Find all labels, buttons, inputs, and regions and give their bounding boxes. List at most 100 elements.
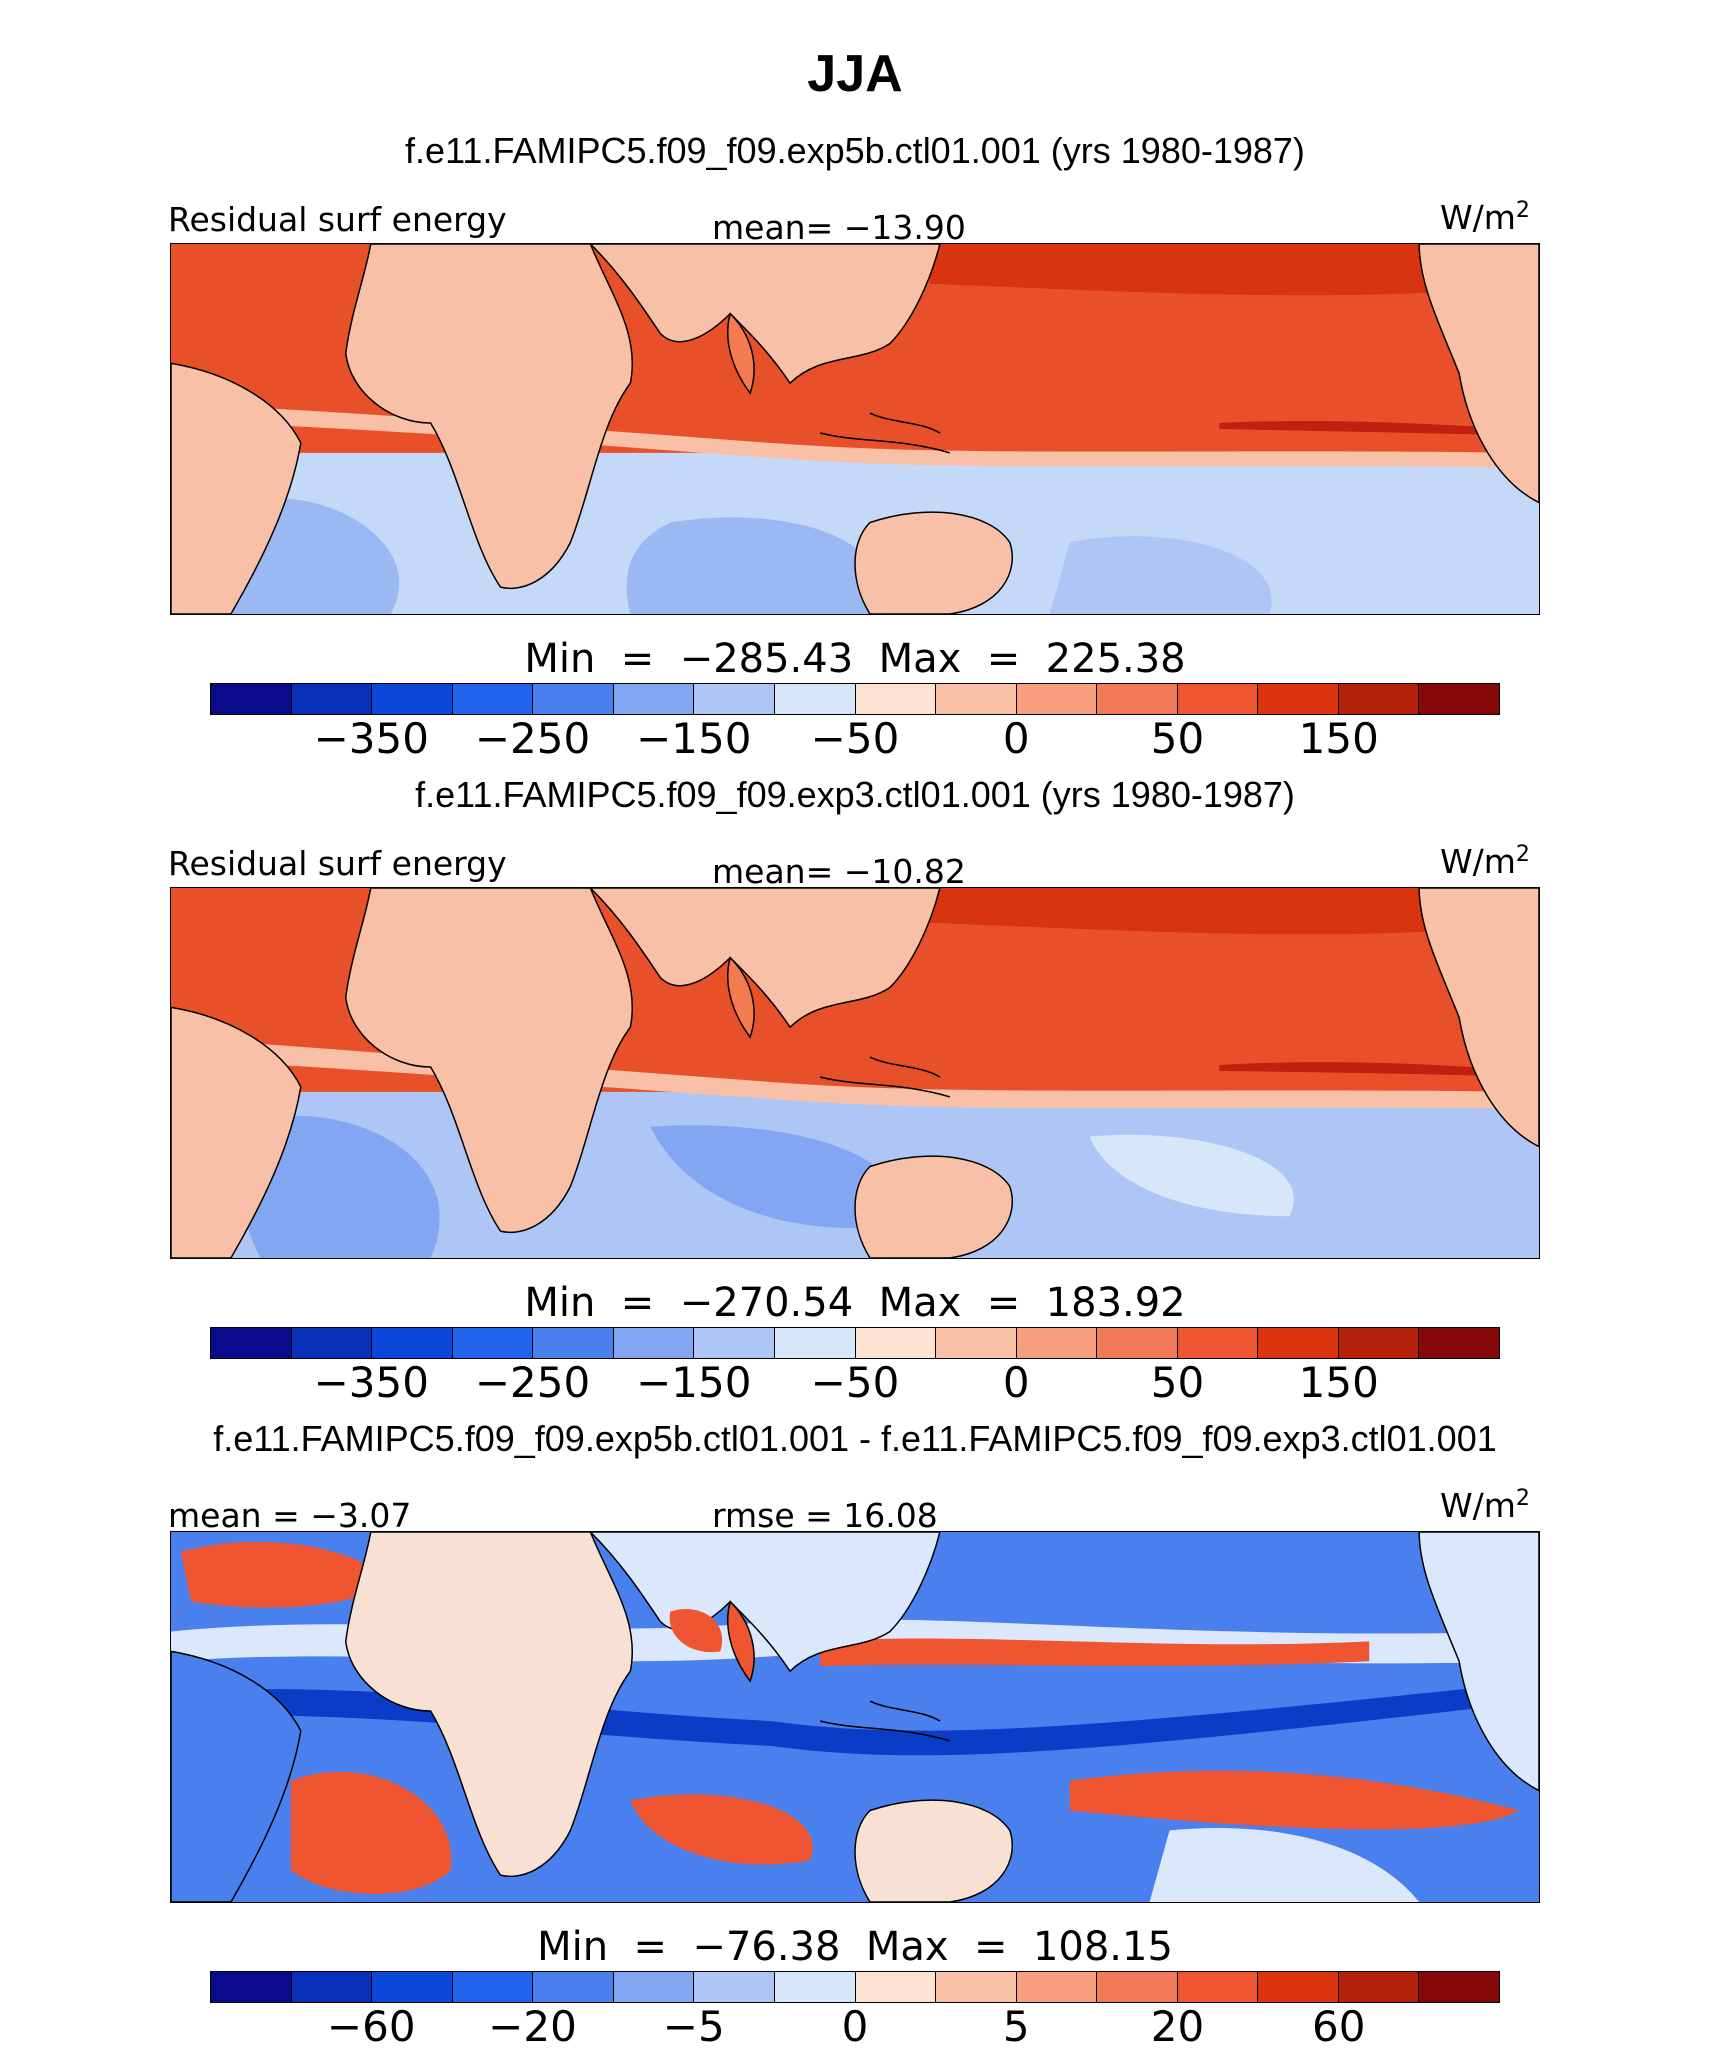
panel3-tick-label: 20 (1150, 2002, 1205, 2051)
panel3-colorbar-swatch-5 (613, 1972, 695, 2002)
panel3-south-indian-red (630, 1794, 813, 1865)
panel3-south-atlantic-red (290, 1771, 452, 1895)
panel3-light-patch-south (1149, 1827, 1420, 1902)
panel3-colorbar-swatch-8 (855, 1972, 937, 2002)
panel2-hot-pacific (929, 888, 1539, 935)
panel2-colorbar-swatch-0 (211, 1328, 292, 1358)
panel2-colorbar-swatch-4 (533, 1328, 614, 1358)
panel3-colorbar-ticks: −60 −20 −5 0 5 20 60 (0, 2002, 1710, 2052)
panel1-colorbar-swatch-5 (613, 684, 695, 714)
panel3-colorbar-swatch-12 (1177, 1972, 1259, 2002)
panel3-africa (344, 1532, 634, 1877)
panel2-mean-label: mean= −10.82 (712, 852, 966, 891)
panel1-colorbar-swatch-1 (291, 684, 373, 714)
panel3-mean-label: mean = −3.07 (168, 1496, 412, 1535)
panel2-tick-label: −150 (636, 1358, 752, 1407)
panel1-colorbar-swatch-0 (211, 684, 292, 714)
panel2-tick-label: 0 (1002, 1358, 1030, 1407)
panel3-india (727, 1600, 755, 1683)
panel1-tick-label: 150 (1298, 714, 1379, 763)
panel1-colorbar-swatch-3 (452, 684, 534, 714)
panel2-minmax: Min = −270.54 Max = 183.92 (524, 1280, 1186, 1326)
panel3-minmax: Min = −76.38 Max = 108.15 (537, 1924, 1173, 1970)
panel2-asia (589, 888, 941, 1029)
panel1-tick-label: −350 (313, 714, 429, 763)
panel2-colorbar-swatch-13 (1258, 1328, 1339, 1358)
panel2-south-america (171, 1006, 302, 1258)
panel1-colorbar-swatch-14 (1338, 684, 1420, 714)
panel3-south-america (171, 1650, 302, 1902)
panel3-arabian-sea-red (669, 1608, 723, 1653)
panel3-colorbar-swatch-9 (936, 1972, 1017, 2002)
panel1-colorbar-swatch-9 (936, 684, 1017, 714)
panel1-colorbar-swatch-12 (1177, 684, 1259, 714)
panel1-colorbar-swatch-10 (1016, 684, 1098, 714)
panel2-transition-band (171, 1037, 1539, 1109)
panel1-units-label: W/m2 (1440, 198, 1530, 237)
panel3-map (170, 1531, 1540, 1903)
panel3-case-title: f.e11.FAMIPC5.f09_f09.exp5b.ctl01.001 - … (213, 1418, 1497, 1459)
panel1-india (727, 312, 755, 395)
figure-title: JJA (807, 45, 903, 103)
panel2-tick-label: 150 (1298, 1358, 1379, 1407)
panel2-cool-patch3 (1089, 1134, 1294, 1217)
panel1-colorbar-ticks: −350 −250 −150 −50 0 50 150 (0, 714, 1710, 764)
panel2-variable-label: Residual surf energy (168, 844, 507, 883)
panel2-colorbar-swatch-11 (1097, 1328, 1178, 1358)
panel2-colorbar-swatch-6 (694, 1328, 775, 1358)
panel1-itcz (1219, 420, 1500, 435)
panel2-colorbar-swatch-9 (936, 1328, 1017, 1358)
panel1-colorbar (210, 683, 1500, 715)
panel3-south-pacific-red (1069, 1770, 1520, 1830)
panel1-colorbar-swatch-15 (1419, 684, 1499, 714)
panel3-tick-label: −20 (488, 2002, 577, 2051)
panel1-asia (589, 244, 941, 385)
panel1-cool-patch2 (626, 517, 878, 614)
panel3-tick-label: −5 (662, 2002, 725, 2051)
panel3-colorbar-swatch-4 (533, 1972, 614, 2002)
panel3-tick-label: −60 (326, 2002, 416, 2051)
panel1-tick-label: 0 (1002, 714, 1030, 763)
panel2-colorbar-swatch-14 (1338, 1328, 1420, 1358)
panel2-tick-label: −250 (474, 1358, 591, 1407)
panel1-colorbar-swatch-2 (372, 684, 453, 714)
panel2-colorbar-swatch-7 (774, 1328, 856, 1358)
panel3-tick-label: 60 (1312, 2002, 1366, 2051)
panel3-tick-label: 0 (841, 2002, 869, 2051)
panel1-colorbar-swatch-8 (855, 684, 937, 714)
panel1-tick-label: 50 (1150, 714, 1205, 763)
panel2-colorbar-swatch-10 (1016, 1328, 1098, 1358)
panel3-colorbar-swatch-3 (452, 1972, 534, 2002)
panel2-north-america (1418, 888, 1539, 1148)
panel1-hot-pacific (929, 244, 1539, 296)
panel3-colorbar (210, 1971, 1500, 2003)
panel2-colorbar (210, 1327, 1500, 1359)
panel3-colorbar-swatch-6 (694, 1972, 775, 2002)
panel1-colorbar-swatch-7 (774, 684, 856, 714)
panel3-colorbar-swatch-14 (1338, 1972, 1420, 2002)
panel2-colorbar-swatch-1 (291, 1328, 373, 1358)
panel3-units-label: W/m2 (1440, 1486, 1530, 1525)
panel3-rmse-label: rmse = 16.08 (712, 1496, 938, 1535)
panel3-colorbar-swatch-10 (1016, 1972, 1098, 2002)
panel2-india (727, 956, 755, 1039)
panel1-variable-label: Residual surf energy (168, 200, 507, 239)
panel3-colorbar-swatch-13 (1258, 1972, 1339, 2002)
panel3-deep-blue-eq (200, 1681, 1539, 1756)
panel1-africa (344, 244, 634, 589)
panel2-colorbar-ticks: −350 −250 −150 −50 0 50 150 (0, 1358, 1710, 1408)
panel1-tick-label: −250 (474, 714, 591, 763)
panel2-colorbar-swatch-15 (1419, 1328, 1499, 1358)
panel1-north-america (1418, 244, 1539, 504)
panel2-units-label: W/m2 (1440, 842, 1530, 881)
panel2-cool-patch (242, 1115, 440, 1258)
panel3-asia (589, 1532, 941, 1673)
panel3-colorbar-swatch-15 (1419, 1972, 1499, 2002)
panel2-colorbar-swatch-3 (452, 1328, 534, 1358)
panel1-maritime (819, 412, 951, 454)
panel2-colorbar-swatch-2 (372, 1328, 453, 1358)
panel1-case-title: f.e11.FAMIPC5.f09_f09.exp5b.ctl01.001 (y… (405, 130, 1305, 171)
panel2-cool-patch2 (650, 1125, 897, 1229)
panel3-maritime (819, 1700, 951, 1742)
panel2-maritime (819, 1056, 951, 1098)
